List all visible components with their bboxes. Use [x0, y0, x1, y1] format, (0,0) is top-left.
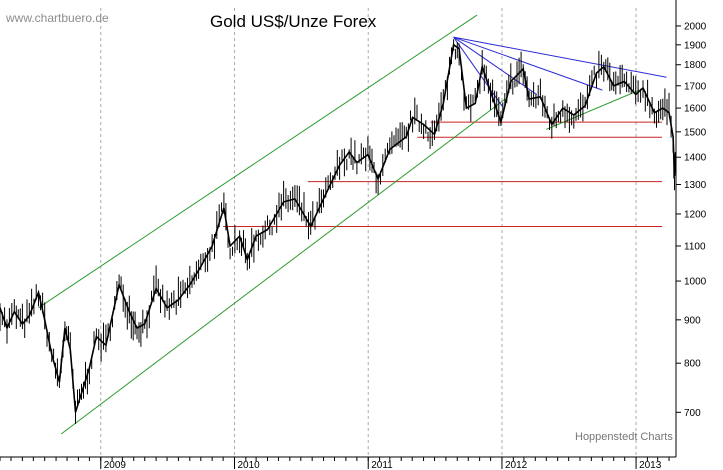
trendline-resistance: [453, 36, 603, 91]
y-tick-label: 1100: [684, 241, 706, 252]
chart-credit: Hoppenstedt Charts: [575, 431, 673, 443]
y-tick-label: 800: [684, 359, 701, 370]
y-tick-label: 1600: [684, 104, 707, 115]
trendlines: [38, 14, 667, 435]
trendline-channel-upper: [38, 14, 478, 309]
y-tick-label: 1700: [684, 81, 707, 92]
y-tick-label: 2000: [684, 21, 707, 32]
x-tick-label: 2013: [639, 460, 662, 470]
trendline-support: [546, 89, 640, 130]
y-tick-label: 1800: [684, 60, 707, 71]
horizontal-levels: [223, 121, 662, 227]
x-tick-label: 2009: [104, 460, 127, 470]
y-tick-label: 1300: [684, 180, 707, 191]
y-tick-label: 1400: [684, 153, 707, 164]
trendline-resistance: [453, 36, 538, 95]
y-tick-label: 1200: [684, 209, 707, 220]
axes: 2009 2010 2011 2012 2013 700 800 900 1000 1100 120…: [0, 0, 707, 470]
y-tick-label: 900: [684, 315, 701, 326]
x-tick-label: 2010: [237, 460, 260, 470]
y-tick-label: 700: [684, 408, 701, 419]
y-tick-label: 1900: [684, 40, 707, 51]
chart-title: Gold US$/Unze Forex: [210, 12, 377, 31]
trendline-resistance: [453, 36, 667, 78]
trendline-resistance: [453, 36, 503, 107]
y-tick-label: 1000: [684, 277, 707, 288]
trendline-channel-lower: [60, 98, 506, 435]
x-tick-label: 2011: [371, 460, 393, 470]
x-tick-label: 2012: [505, 460, 528, 470]
y-tick-label: 1500: [684, 127, 707, 138]
price-series: [0, 39, 677, 424]
watermark: www.chartbuero.de: [5, 11, 109, 25]
